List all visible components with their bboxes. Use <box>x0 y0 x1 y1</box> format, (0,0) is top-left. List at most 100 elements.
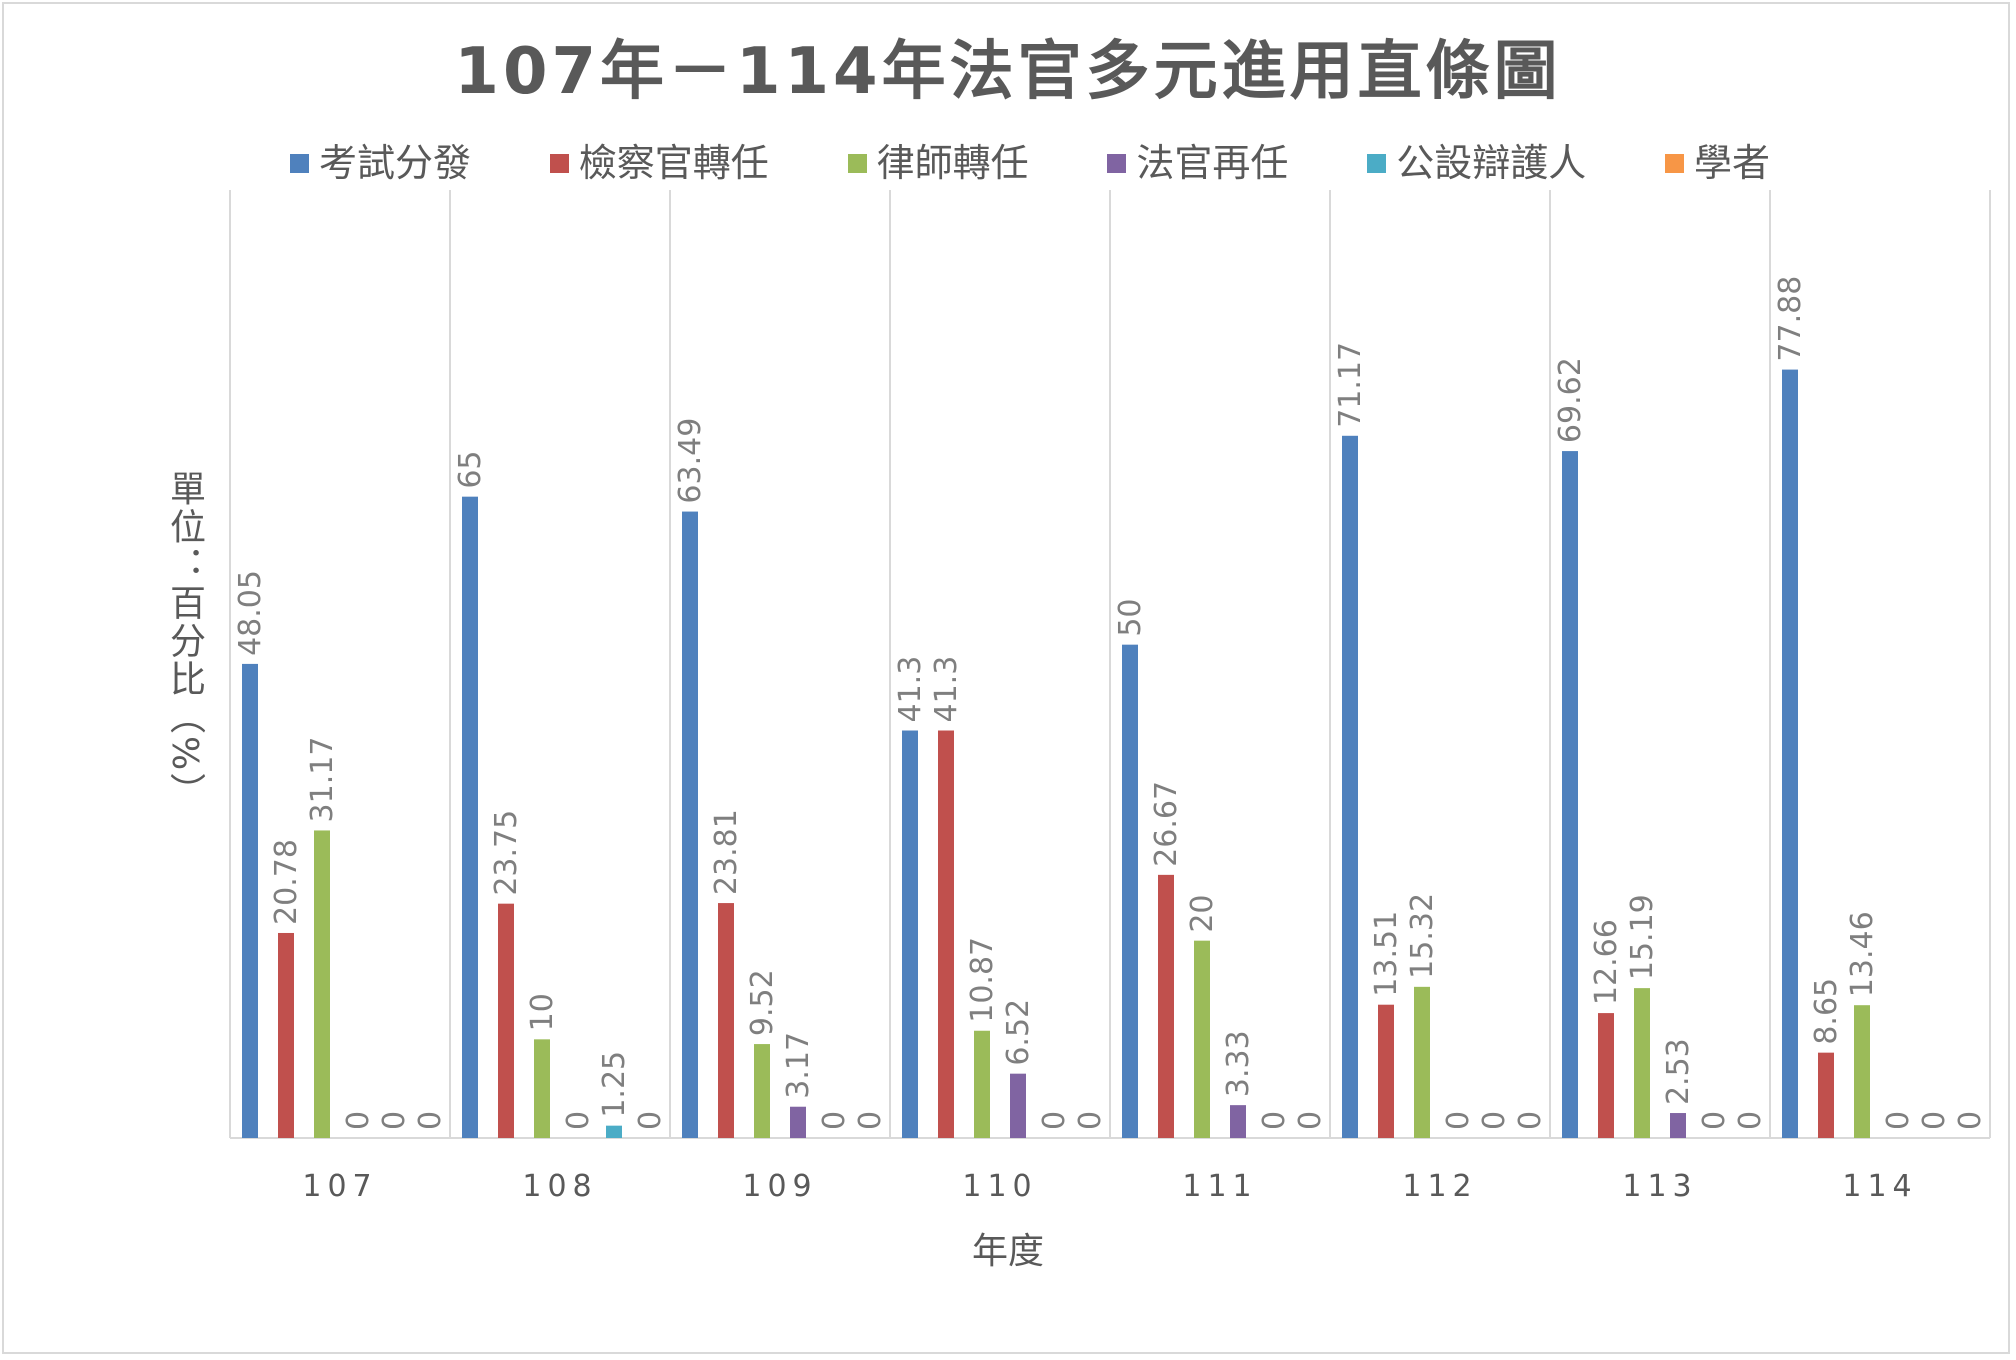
legend-item: 法官再任 <box>1107 140 1288 186</box>
data-label: 65 <box>453 450 488 488</box>
legend-swatch <box>847 153 867 173</box>
data-label: 20.78 <box>269 839 304 925</box>
data-label: 0 <box>817 1111 852 1130</box>
bar <box>1634 988 1650 1138</box>
data-label: 71.17 <box>1333 342 1368 428</box>
data-label: 0 <box>1293 1111 1328 1130</box>
data-label: 20 <box>1185 894 1220 932</box>
bar <box>1158 874 1174 1138</box>
data-label: 10 <box>525 993 560 1031</box>
bar <box>938 730 954 1138</box>
data-label: 10.87 <box>965 937 1000 1023</box>
data-label: 23.75 <box>489 810 524 896</box>
bar <box>1782 369 1798 1139</box>
bar <box>1378 1004 1394 1138</box>
bar <box>314 830 330 1138</box>
data-label: 6.52 <box>1001 999 1036 1066</box>
bar <box>498 903 514 1138</box>
data-label: 23.81 <box>709 809 744 895</box>
data-label: 0 <box>413 1111 448 1130</box>
bar <box>1854 1005 1870 1138</box>
data-label: 41.3 <box>893 656 928 723</box>
x-tick-label: 107 <box>302 1169 377 1204</box>
bar <box>1122 644 1138 1138</box>
data-label: 3.33 <box>1221 1030 1256 1097</box>
x-axis-title: 年度 <box>971 1231 1044 1272</box>
data-label: 9.52 <box>745 969 780 1036</box>
legend-label: 法官再任 <box>1136 141 1289 185</box>
bar <box>1414 986 1430 1138</box>
x-tick-label: 113 <box>1622 1169 1697 1204</box>
data-label: 0 <box>1073 1111 1108 1130</box>
data-label: 77.88 <box>1773 276 1808 362</box>
data-label: 1.25 <box>597 1051 632 1118</box>
legend-item: 學者 <box>1664 140 1770 186</box>
legend-item: 律師轉任 <box>847 140 1029 186</box>
data-label: 0 <box>1917 1111 1952 1130</box>
bar <box>790 1106 806 1138</box>
legend-swatch <box>1664 153 1684 173</box>
data-label: 0 <box>377 1111 412 1130</box>
data-label: 0 <box>633 1111 668 1130</box>
data-label: 31.17 <box>305 737 340 823</box>
legend-label: 公設辯護人 <box>1396 141 1587 185</box>
data-label: 0 <box>1037 1111 1072 1130</box>
data-label: 15.32 <box>1405 893 1440 979</box>
chart-title: 107年－114年法官多元進用直條圖 <box>454 35 1562 109</box>
data-label: 0 <box>1441 1111 1476 1130</box>
bar <box>682 511 698 1139</box>
bar <box>1818 1052 1834 1138</box>
bar <box>1010 1073 1026 1138</box>
bar <box>902 730 918 1138</box>
x-tick-label: 109 <box>742 1169 817 1204</box>
data-label: 69.62 <box>1553 357 1588 443</box>
x-tick-label: 110 <box>962 1169 1037 1204</box>
data-label: 26.67 <box>1149 781 1184 867</box>
bar <box>1230 1105 1246 1138</box>
data-label: 0 <box>1881 1111 1916 1130</box>
bar <box>718 903 734 1138</box>
data-label: 12.66 <box>1589 919 1624 1005</box>
legend-label: 檢察官轉任 <box>578 141 769 185</box>
data-label: 0 <box>1477 1111 1512 1130</box>
bar <box>606 1125 622 1138</box>
x-tick-label: 108 <box>522 1169 597 1204</box>
data-label: 0 <box>1513 1111 1548 1130</box>
data-label: 0 <box>853 1111 888 1130</box>
data-label: 50 <box>1113 598 1148 636</box>
data-label: 0 <box>561 1111 596 1130</box>
legend-item: 公設辯護人 <box>1367 140 1586 186</box>
data-label: 0 <box>1697 1111 1732 1130</box>
bar <box>1194 940 1210 1138</box>
bar <box>1598 1013 1614 1138</box>
legend-label: 學者 <box>1693 141 1770 185</box>
legend-swatch <box>1107 153 1127 173</box>
data-label: 0 <box>1257 1111 1292 1130</box>
legend-swatch <box>549 153 569 173</box>
data-label: 13.46 <box>1845 911 1880 997</box>
x-tick-label: 114 <box>1842 1169 1917 1204</box>
legend-swatch <box>1367 153 1387 173</box>
legend: 考試分發 檢察官轉任 律師轉任 法官再任 公設辯護人 學者 <box>290 140 1770 186</box>
data-label: 48.05 <box>233 570 268 656</box>
data-label: 3.17 <box>781 1032 816 1099</box>
data-label: 15.19 <box>1625 894 1660 980</box>
data-label: 63.49 <box>673 418 708 504</box>
bar <box>462 496 478 1139</box>
bar <box>754 1044 770 1138</box>
legend-item: 考試分發 <box>290 140 471 186</box>
bar <box>534 1039 550 1138</box>
data-label: 0 <box>1733 1111 1768 1130</box>
data-label: 41.3 <box>929 656 964 723</box>
x-tick-label: 111 <box>1182 1169 1257 1204</box>
bar <box>278 932 294 1138</box>
legend-label: 考試分發 <box>319 141 472 185</box>
data-label: 13.51 <box>1369 911 1404 997</box>
legend-swatch <box>290 153 309 173</box>
legend-label: 律師轉任 <box>876 141 1029 185</box>
x-tick-label: 112 <box>1402 1169 1477 1204</box>
bar <box>1562 451 1578 1139</box>
data-label: 0 <box>1953 1111 1988 1130</box>
